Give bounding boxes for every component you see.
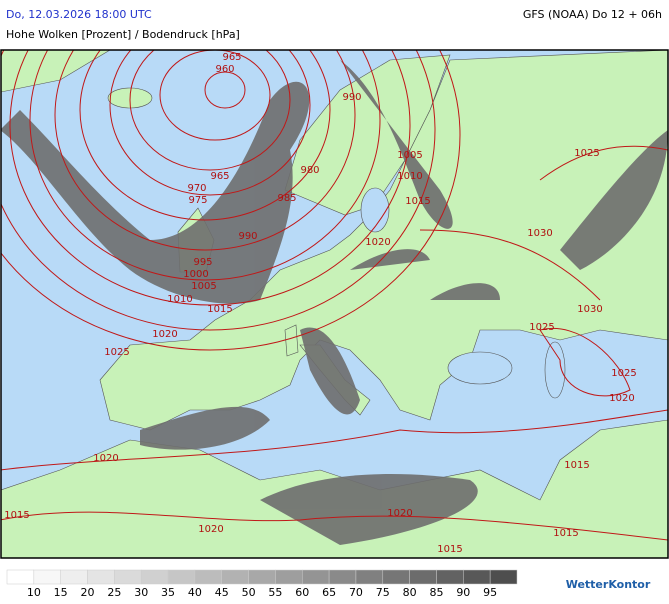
- isobar-label: 1025: [529, 322, 554, 333]
- isobar-label: 1020: [152, 329, 177, 340]
- legend-label: 50: [242, 586, 256, 599]
- isobar-label: 980: [300, 165, 319, 176]
- legend-label: 25: [107, 586, 121, 599]
- map-title: Hohe Wolken [Prozent] / Bodendruck [hPa]: [6, 28, 240, 41]
- model: GFS (NOAA) Do 12 + 06h: [523, 8, 662, 21]
- isobar-label: 990: [342, 92, 361, 103]
- datetime: Do, 12.03.2026 18:00 UTC: [6, 8, 152, 21]
- legend-label: 60: [295, 586, 309, 599]
- legend-label: 70: [349, 586, 363, 599]
- legend-swatch: [489, 569, 518, 585]
- legend-label: 90: [456, 586, 470, 599]
- isobar-label: 1025: [574, 148, 599, 159]
- isobar-label: 1015: [405, 196, 430, 207]
- isobar-label: 1020: [93, 453, 118, 464]
- legend-swatch: [221, 569, 249, 585]
- isobar-label: 995: [193, 257, 212, 268]
- isobar-label: 970: [187, 183, 206, 194]
- isobar-label: 1020: [387, 508, 412, 519]
- isobar-label: 1015: [437, 544, 462, 555]
- isobar-label: 965: [210, 171, 229, 182]
- isobar-label: 1015: [4, 510, 29, 521]
- legend-swatch: [328, 569, 357, 585]
- legend-swatch: [60, 569, 88, 585]
- isobar-label: 1030: [527, 228, 552, 239]
- isobar-label: 990: [238, 231, 257, 242]
- isobar-label: 1005: [397, 150, 422, 161]
- isobar-label: 1015: [553, 528, 578, 539]
- legend-label: 30: [134, 586, 148, 599]
- logo: WetterKontor: [566, 578, 651, 591]
- legend-swatch: [87, 569, 115, 585]
- legend-label: 15: [54, 586, 68, 599]
- isobar-label: 1025: [104, 347, 129, 358]
- legend-label: 75: [376, 586, 390, 599]
- legend-label: 40: [188, 586, 202, 599]
- legend-label: 65: [322, 586, 336, 599]
- legend-swatch: [302, 569, 330, 585]
- isobar-label: 960: [215, 64, 234, 75]
- legend-swatch: [33, 569, 61, 585]
- isobar-label: 1010: [167, 294, 192, 305]
- isobar-label: 1015: [207, 304, 232, 315]
- legend-label: 35: [161, 586, 175, 599]
- legend-swatch: [463, 569, 491, 585]
- map: 965 960 990 980 965 970 975 985 1005 101…: [0, 49, 669, 559]
- isobar-label: 1020: [609, 393, 634, 404]
- isobar-label: 965: [222, 52, 241, 63]
- isobar-labels: 965 960 990 980 965 970 975 985 1005 101…: [4, 52, 636, 555]
- legend-swatch: [6, 569, 35, 585]
- legend-swatch: [140, 569, 169, 585]
- legend-swatch: [194, 569, 222, 585]
- legend-label: 95: [483, 586, 497, 599]
- isobar-label: 975: [188, 195, 207, 206]
- legend-swatch: [275, 569, 303, 585]
- legend-swatch: [409, 569, 437, 585]
- isobar-label: 1015: [564, 460, 589, 471]
- legend-swatch: [114, 569, 142, 585]
- legend-swatch: [382, 569, 410, 585]
- legend-label: 45: [215, 586, 229, 599]
- isobar-label: 1010: [397, 171, 422, 182]
- legend-label: 20: [81, 586, 95, 599]
- isobar-label: 1030: [577, 304, 602, 315]
- legend-label: 80: [403, 586, 417, 599]
- isobar-label: 1020: [365, 237, 390, 248]
- legend-label: 55: [268, 586, 282, 599]
- isobar-label: 1025: [611, 368, 636, 379]
- isobar-label: 1005: [191, 281, 216, 292]
- legend-label: 85: [429, 586, 443, 599]
- legend-swatch: [167, 569, 196, 585]
- isobar-label: 1000: [183, 269, 208, 280]
- legend-swatch: [248, 569, 276, 585]
- isobar-label: 1020: [198, 524, 223, 535]
- legend: 10 15 20 25 30 35 40 45 50 55 60 65 70 75 80 85 90 95: [6, 569, 518, 599]
- legend-swatch: [436, 569, 464, 585]
- isobar-label: 985: [277, 193, 296, 204]
- legend-label: 10: [27, 586, 41, 599]
- legend-swatch: [355, 569, 384, 585]
